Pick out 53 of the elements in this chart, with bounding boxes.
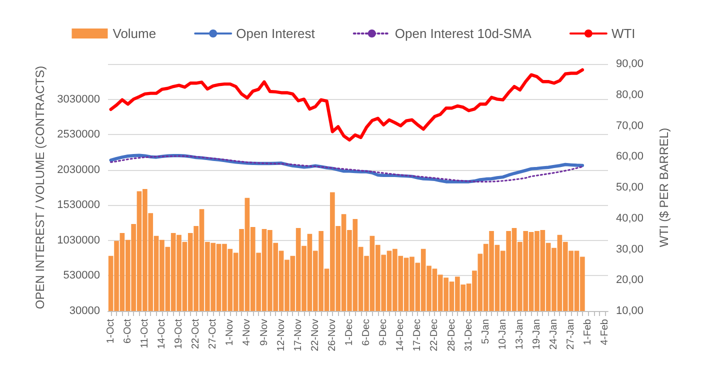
y-tick-label: 2530000: [57, 128, 100, 141]
x-tick-label: 10-Jan: [497, 319, 508, 350]
y2-tick-label: 30,00: [616, 243, 644, 256]
x-tick-label: 1-Nov: [224, 319, 236, 346]
y2-tick-label: 40,00: [616, 212, 644, 224]
x-tick-label: 11-Oct: [139, 318, 150, 348]
x-tick-label: 4-Feb: [600, 318, 611, 346]
y-tick-label: 30000: [69, 305, 100, 317]
legend-label: Volume: [112, 26, 156, 41]
x-tick-label: 31-Dec: [463, 319, 474, 352]
legend-label: WTI: [611, 26, 636, 41]
y-tick-label: 530000: [63, 270, 100, 282]
legend-label: Open Interest: [236, 26, 316, 41]
x-tick-label: 28-Dec: [446, 319, 458, 352]
x-tick-label: 5-Jan: [480, 319, 492, 344]
x-tick-label: 1-Dec: [344, 319, 355, 346]
y-tick-label: 1030000: [57, 234, 100, 246]
x-tick-label: 12-Nov: [276, 319, 287, 352]
x-tick-label: 17-Nov: [292, 319, 304, 352]
x-tick-label: 19-Oct: [174, 318, 185, 350]
x-tick-label: 24-Jan: [548, 319, 560, 350]
x-tick-label: 27-Jan: [566, 319, 577, 350]
y-tick-label: 1530000: [57, 199, 100, 212]
x-tick-label: 1-Oct: [105, 318, 116, 344]
y-tick-label: 3030000: [57, 93, 100, 106]
y2-tick-label: 20,00: [616, 274, 644, 286]
y2-tick-label: 80,00: [616, 88, 644, 101]
y2-axis-title: WTI ($ PER BARREL): [657, 128, 671, 248]
x-tick-label: 9-Dec: [378, 319, 390, 346]
x-tick-label: 17-Dec: [412, 319, 424, 352]
x-tick-label: 26-Nov: [326, 319, 338, 352]
x-tick-label: 9-Nov: [258, 319, 270, 346]
y2-tick-label: 90,00: [616, 58, 644, 70]
x-tick-label: 22-Oct: [190, 318, 202, 350]
x-tick-label: 19-Jan: [531, 319, 542, 350]
y2-tick-label: 10,00: [616, 305, 644, 317]
x-tick-label: 6-Oct: [122, 318, 134, 344]
y2-tick-label: 50,00: [616, 182, 644, 194]
x-tick-label: 13-Jan: [514, 319, 526, 350]
y-tick-label: 2030000: [57, 164, 100, 176]
y2-tick-label: 70,00: [616, 120, 644, 132]
x-tick-label: 14-Oct: [156, 318, 168, 350]
x-tick-label: 22-Nov: [310, 319, 321, 352]
x-tick-label: 1-Feb: [582, 318, 594, 346]
x-tick-label: 14-Dec: [395, 319, 406, 352]
y-axis-title: OPEN INTEREST / VOLUME (CONTRACTS): [33, 66, 47, 310]
y2-tick-label: 60,00: [616, 150, 644, 163]
x-tick-label: 27-Oct: [208, 318, 219, 350]
x-tick-label: 22-Dec: [429, 319, 440, 352]
x-tick-label: 4-Nov: [242, 319, 253, 346]
legend-label: Open Interest 10d-SMA: [394, 26, 532, 41]
x-tick-label: 6-Dec: [361, 319, 372, 346]
line-series: [109, 68, 584, 142]
